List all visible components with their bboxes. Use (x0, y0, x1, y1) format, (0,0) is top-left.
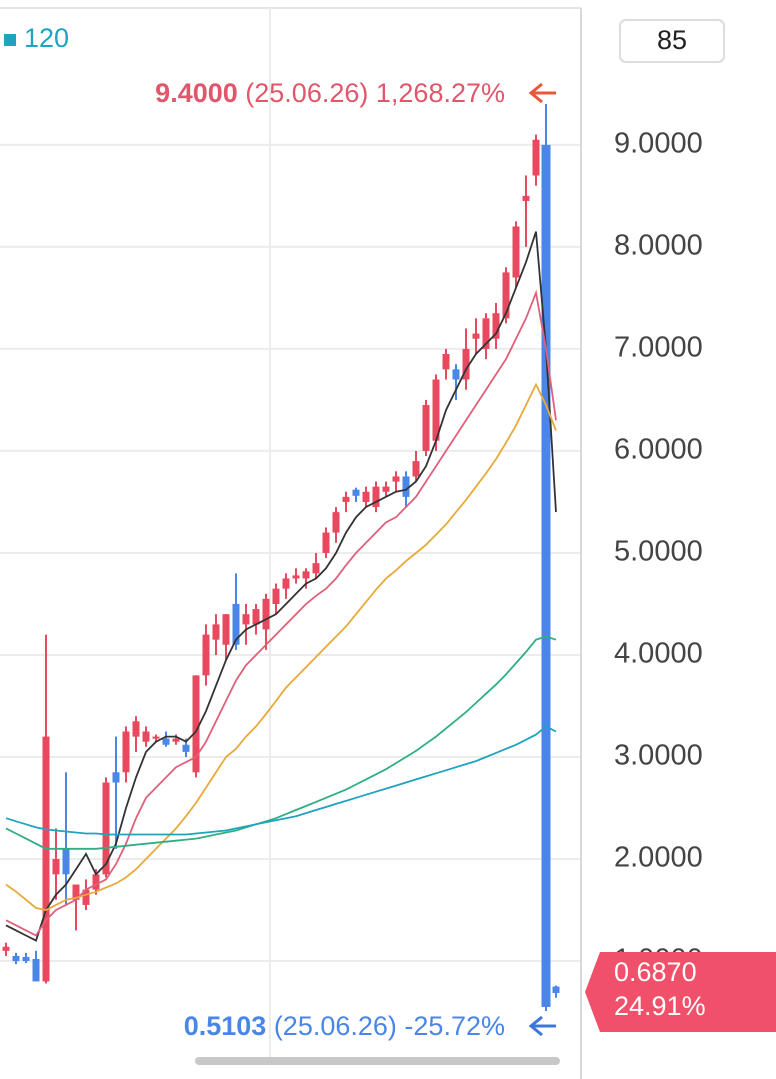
candle-body (232, 603, 240, 645)
y-tick-label: 5.0000 (614, 536, 703, 568)
candle-body (112, 772, 120, 783)
candle-body (541, 144, 551, 1007)
candle-body (522, 195, 530, 201)
candle-body (72, 884, 80, 900)
candle-body (182, 744, 190, 752)
moving-average-line (5, 635, 557, 850)
candle-body (552, 986, 560, 993)
moving-average-line (5, 382, 557, 911)
moving-average-line (5, 725, 557, 836)
candle-body (422, 405, 430, 451)
candle-body (62, 848, 70, 875)
candle-body (342, 496, 350, 502)
candle-body (312, 563, 320, 574)
last-price-tag: 0.6870 24.91% (585, 952, 776, 1032)
candle-body (222, 614, 230, 645)
moving-average-line (5, 231, 557, 942)
candle-body (102, 782, 110, 875)
y-tick-label: 3.0000 (614, 740, 703, 772)
plot (2, 104, 560, 1011)
candle-body (92, 874, 100, 890)
candle-body (2, 946, 10, 951)
candle-body (142, 731, 150, 742)
candle-body (42, 736, 50, 982)
max-arrow (528, 82, 556, 104)
candle-body (322, 532, 330, 553)
candle-body (132, 721, 140, 737)
candle-body (452, 369, 460, 380)
candle-body (82, 889, 90, 905)
candle-body (52, 859, 60, 875)
candle-body (392, 476, 400, 482)
candle-body (282, 578, 290, 589)
candle-body (262, 598, 270, 630)
y-axis: 1.00002.00003.00004.00005.00006.00007.00… (614, 128, 703, 976)
max-price: 9.4000 (155, 78, 238, 108)
min-annotation: 0.5103 (25.06.26) -25.72% (184, 1011, 505, 1041)
y-tick-label: 4.0000 (614, 638, 703, 670)
candle-body (212, 624, 220, 640)
candle-body (252, 609, 260, 625)
candle-body (532, 139, 540, 176)
grid (0, 7, 581, 1060)
legend: 120 (4, 23, 69, 53)
min-change: -25.72% (404, 1011, 505, 1041)
last-change: 24.91% (614, 991, 706, 1021)
candle-body (362, 491, 370, 502)
y-tick-label: 2.0000 (614, 842, 703, 874)
candle-body (352, 489, 360, 496)
min-price: 0.5103 (184, 1011, 267, 1041)
candle-body (192, 675, 200, 773)
y-tick-label: 8.0000 (614, 230, 703, 262)
candle-body (482, 318, 490, 349)
candle-body (492, 313, 500, 339)
candle-body (412, 461, 420, 477)
min-arrow (528, 1015, 556, 1037)
candle-body (162, 738, 170, 745)
candle-body (272, 588, 280, 604)
last-price: 0.6870 (614, 957, 697, 987)
candle-body (172, 738, 180, 742)
candle-body (332, 512, 340, 533)
min-date: (25.06.26) (274, 1011, 397, 1041)
candle-body (22, 956, 30, 962)
candle-body (32, 958, 40, 982)
candle-body (152, 736, 160, 739)
moving-average-line (5, 289, 557, 937)
candle-body (302, 571, 310, 579)
candle-body (372, 486, 380, 508)
candle-body (502, 272, 510, 319)
candle-body (432, 379, 440, 441)
y-tick-label: 9.0000 (614, 128, 703, 160)
max-annotation: 9.4000 (25.06.26) 1,268.27% (155, 78, 505, 108)
candle-body (122, 731, 130, 773)
candle-body (402, 476, 410, 497)
legend-label: 120 (24, 23, 69, 53)
tag-bg (585, 952, 776, 1032)
period-value: 85 (657, 25, 687, 55)
candle-body (382, 486, 390, 492)
period-box[interactable] (619, 19, 725, 63)
scrollbar[interactable] (195, 1057, 560, 1065)
candle-body (462, 348, 470, 380)
max-date: (25.06.26) (245, 78, 368, 108)
legend-swatch (4, 34, 16, 46)
y-tick-label: 6.0000 (614, 434, 703, 466)
candle-body (12, 955, 20, 962)
candle-body (242, 614, 250, 625)
candle-body (472, 333, 480, 339)
candle-body (202, 634, 210, 676)
y-tick-label: 7.0000 (614, 332, 703, 364)
max-change: 1,268.27% (376, 78, 505, 108)
candle-body (292, 575, 300, 579)
candle-body (512, 226, 520, 278)
candle-body (442, 354, 450, 370)
